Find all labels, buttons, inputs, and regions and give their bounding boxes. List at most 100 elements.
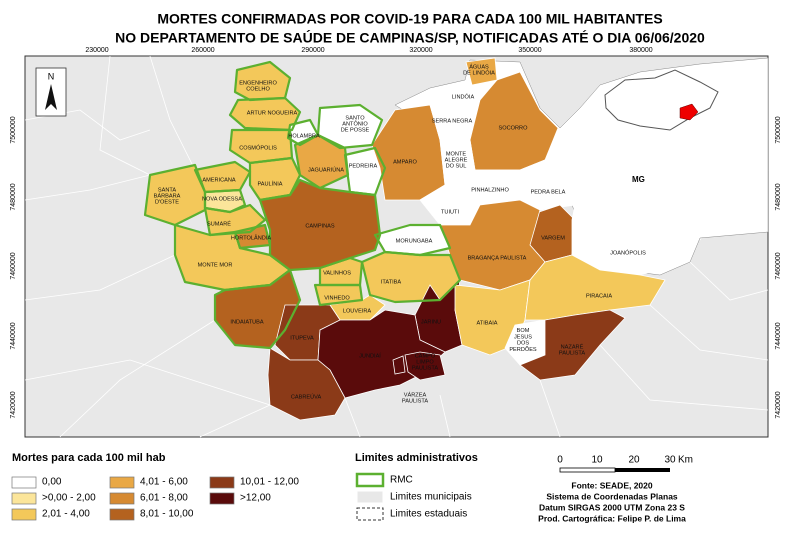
northing-label: 7460000: [775, 252, 782, 279]
rmc-outline: [360, 250, 462, 304]
municipality-label: ITATIBA: [381, 279, 402, 285]
municipality-label: SERRA NEGRA: [432, 118, 473, 124]
municipality-label: MONTE MOR: [198, 262, 233, 268]
legend-swatch: [209, 476, 235, 489]
northing-label: 7480000: [775, 183, 782, 210]
municipality-label: ÁGUAS: [469, 63, 489, 70]
municipality-label: JESUS: [514, 334, 532, 340]
municipality-label: DE LINDÓIA: [463, 70, 495, 77]
municipality-label: SUMARÉ: [207, 220, 231, 227]
scale-bar: [559, 467, 616, 473]
title: MORTES CONFIRMADAS POR COVID-19 PARA CAD…: [157, 11, 662, 27]
legend-swatch: [209, 492, 235, 505]
municipality-label: SOCORRO: [499, 125, 529, 131]
municipality-label: PAULISTA: [402, 399, 428, 405]
scale-label: 0: [557, 455, 563, 466]
municipality-label: DOS: [517, 341, 529, 347]
northing-label: 7500000: [775, 116, 782, 143]
municipality-label: LIMPO: [416, 359, 434, 365]
municipality-label: DO SUL: [446, 164, 467, 170]
easting-label: 320000: [409, 47, 432, 54]
legend-label: 8,01 - 10,00: [140, 509, 194, 520]
northing-label: 7440000: [10, 322, 17, 349]
legend-title: Limites administrativos: [355, 452, 478, 464]
municipality: [392, 355, 406, 375]
legend-swatch: [109, 492, 135, 505]
state-label: MG: [632, 175, 645, 184]
municipality-label: JARINU: [421, 319, 441, 325]
title: NO DEPARTAMENTO DE SAÚDE DE CAMPINAS/SP,…: [115, 29, 705, 46]
scale-label: 10: [591, 455, 603, 466]
legend-label: >12,00: [240, 493, 271, 504]
municipality-label: ENGENHEIRO: [239, 80, 277, 86]
municipality-label: CABREÚVA: [291, 393, 322, 400]
municipality-label: NOVA ODESSA: [202, 196, 242, 202]
easting-label: 350000: [518, 47, 541, 54]
credit: Prod. Cartográfica: Felipe P. de Lima: [538, 513, 686, 523]
legend-label: 0,00: [42, 477, 62, 488]
municipality-label: COELHO: [246, 87, 270, 93]
municipality-label: HOLAMBRA: [288, 133, 320, 139]
municipality-label: PERDÕES: [509, 346, 537, 353]
municipality-label: PINHALZINHO: [471, 187, 509, 193]
credit: Datum SIRGAS 2000 UTM Zona 23 S: [539, 502, 685, 512]
legend-label: 4,01 - 6,00: [140, 477, 188, 488]
legend-label: 10,01 - 12,00: [240, 477, 299, 488]
municipality-label: PEDREIRA: [349, 163, 378, 169]
rmc-outline: [228, 96, 302, 132]
legend-swatch: [109, 508, 135, 521]
rmc-outline: [313, 283, 364, 307]
municipal-lines: [24, 55, 769, 438]
municipality-label: VARGEM: [541, 235, 565, 241]
limit-label: Limites estaduais: [390, 509, 467, 520]
municipality-label: ITUPEVA: [290, 335, 314, 341]
municipality-label: LINDÓIA: [452, 93, 475, 100]
scale-label: 20: [628, 455, 640, 466]
municipality: [267, 347, 346, 421]
legend-swatch: [11, 492, 37, 505]
municipality: [524, 254, 666, 321]
municipality: [519, 309, 626, 381]
municipality-label: JOANÓPOLIS: [610, 249, 646, 256]
limit-swatch: [356, 490, 384, 504]
legend-title: Mortes para cada 100 mil hab: [12, 452, 166, 464]
legend-label: >0,00 - 2,00: [42, 493, 96, 504]
easting-label: 230000: [85, 47, 108, 54]
municipality-label: PAULÍNIA: [257, 180, 282, 187]
municipality-label: ARTUR NOGUEIRA: [247, 110, 298, 116]
scale-unit: Km: [678, 455, 693, 466]
municipality-label: CAMPINAS: [305, 223, 334, 229]
municipality-label: AMPARO: [393, 159, 417, 165]
municipality-label: BRAGANÇA PAULISTA: [468, 255, 527, 261]
municipality-label: BÁRBARA: [154, 192, 181, 199]
municipality-label: D'OESTE: [155, 200, 179, 206]
municipality-label: VALINHOS: [323, 270, 351, 276]
municipality-label: LOUVEIRA: [343, 308, 372, 314]
easting-label: 290000: [301, 47, 324, 54]
northing-label: 7420000: [775, 391, 782, 418]
municipality-label: SANTA: [158, 187, 177, 193]
municipality-label: JUNDIAÍ: [359, 352, 381, 359]
municipality-label: MORUNGABA: [396, 238, 433, 244]
northing-label: 7460000: [10, 252, 17, 279]
northing-label: 7500000: [10, 116, 17, 143]
legend-swatch: [11, 476, 37, 489]
northing-label: 7480000: [10, 183, 17, 210]
legend-label: 2,01 - 4,00: [42, 509, 90, 520]
legend-label: 6,01 - 8,00: [140, 493, 188, 504]
municipality-label: COSMÓPOLIS: [239, 144, 277, 151]
municipality-label: AMERICANA: [202, 177, 236, 183]
northing-label: 7420000: [10, 391, 17, 418]
limit-label: Limites municipais: [390, 492, 472, 503]
northing-label: 7440000: [775, 322, 782, 349]
municipality: [437, 84, 481, 109]
rmc-outline: [318, 256, 364, 287]
municipality-label: DE POSSE: [341, 128, 370, 134]
municipality: [404, 351, 446, 381]
municipality-label: VINHEDO: [324, 295, 350, 301]
north-label: N: [48, 71, 55, 81]
municipality-label: PEDRA BELA: [531, 189, 566, 195]
